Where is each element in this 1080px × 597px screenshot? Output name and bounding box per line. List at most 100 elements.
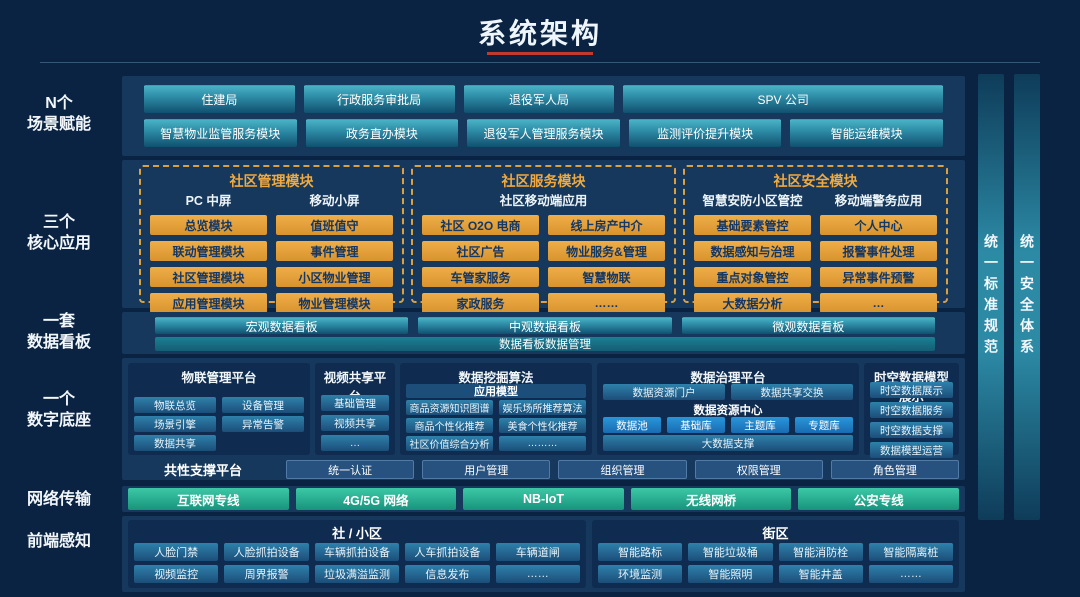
library-row: 数据池 基础库 主题库 专题库 [603,417,853,433]
device-box: 智能垃圾桶 [688,543,773,561]
column-header: 智慧安防小区管控 [702,194,803,208]
platform-title: 数据治理平台 [690,371,766,385]
group-title: 社 / 小区 [332,526,382,541]
feature-box: 设备管理 [222,397,304,413]
module-box: 社区 O2O 电商 [422,215,539,235]
community-management-section: 社区管理模块 PC 中屏 移动小屏 总览模块 值班值守 联动管理模块 事件管理 … [139,165,404,313]
street-devices-group: 街区 智能路标 智能垃圾桶 智能消防栓 智能隔离桩 环境监测 智能照明 智能井盖… [592,520,959,588]
section-title: 社区管理模块 [229,173,314,189]
device-box: 智能照明 [688,565,773,583]
governance-top-row: 数据资源门户 数据共享交换 [603,384,853,400]
column-header: PC 中屏 [185,194,232,208]
board-row: 宏观数据看板 中观数据看板 微观数据看板 [155,317,935,334]
community-devices-group: 社 / 小区 人脸门禁 人脸抓拍设备 车辆抓拍设备 人车抓拍设备 车辆道闸 视频… [128,520,586,588]
module-box: …… [548,293,665,313]
module-box: 物业服务&管理 [548,241,665,261]
module-box: 值班值守 [276,215,393,235]
module-box: 小区物业管理 [276,267,393,287]
network-box: 无线网桥 [630,488,792,510]
device-box: 周界报警 [224,565,309,583]
feature-box: 数据共享 [134,435,216,451]
digital-base-panel: 物联管理平台 物联总览 设备管理 场景引擎 异常告警 数据共享 视频共享平台 基… [122,358,965,480]
data-board-panel: 宏观数据看板 中观数据看板 微观数据看板 数据看板数据管理 [122,312,965,354]
data-resource-center-header: 数据资源中心 [693,405,763,417]
core-apps-panel: 社区管理模块 PC 中屏 移动小屏 总览模块 值班值守 联动管理模块 事件管理 … [122,160,965,313]
library-box: 主题库 [731,417,789,433]
device-box: …… [495,565,580,583]
scene-module-box: 监测评价提升模块 [628,119,782,147]
big-data-support-bar: 大数据支撑 [603,435,853,451]
platform-stack: 时空数据展示 时空数据服务 时空数据支撑 数据模型运营 [870,382,953,458]
device-box: 智能路标 [598,543,683,561]
feature-box: 娱乐场所推荐算法 [499,400,586,415]
module-box: 事件管理 [276,241,393,261]
board-box: 中观数据看板 [418,317,672,334]
feature-box: … [321,435,389,451]
common-box: 用户管理 [422,460,551,479]
common-box: 角色管理 [830,460,960,479]
row-label-network: 网络传输 [26,491,91,508]
unified-security-bar: 统一安全体系 [1014,74,1040,520]
module-box: 线上房产中介 [548,215,665,235]
device-row: 人脸门禁 人脸抓拍设备 车辆抓拍设备 人车抓拍设备 车辆道闸 [134,543,580,561]
section-subtitle: 社区移动端应用 [499,194,588,208]
feature-box: 场景引擎 [134,416,216,432]
architecture-body: 住建局 行政服务审批局 退役军人局 SPV 公司 智慧物业监管服务模块 政务直办… [122,76,965,592]
feature-box: 数据共享交换 [731,384,853,400]
community-service-section: 社区服务模块 社区移动端应用 社区 O2O 电商 线上房产中介 社区广告 物业服… [411,165,676,313]
library-box: 专题库 [795,417,853,433]
section-grid: 智慧安防小区管控 移动端警务应用 基础要素管控 个人中心 数据感知与治理 报警事… [694,190,937,313]
device-box: 视频监控 [134,565,219,583]
device-row: 环境监测 智能照明 智能井盖 …… [598,565,953,583]
feature-box: 数据模型运营 [870,442,953,458]
community-safety-section: 社区安全模块 智慧安防小区管控 移动端警务应用 基础要素管控 个人中心 数据感知… [683,165,948,313]
iot-platform: 物联管理平台 物联总览 设备管理 场景引擎 异常告警 数据共享 [128,363,310,455]
row-label-core: 三个 核心应用 [26,214,91,252]
scene-empowerment-panel: 住建局 行政服务审批局 退役军人局 SPV 公司 智慧物业监管服务模块 政务直办… [122,76,965,156]
section-grid: 社区移动端应用 社区 O2O 电商 线上房产中介 社区广告 物业服务&管理 车管… [422,190,665,313]
org-box: SPV 公司 [623,85,943,113]
feature-box: ……… [499,436,586,451]
module-box: 应用管理模块 [150,293,267,313]
feature-box: 数据资源门户 [603,384,725,400]
feature-box: 基础管理 [321,395,389,411]
row-label-board: 一套 数据看板 [26,313,91,351]
network-box: 互联网专线 [128,488,289,510]
header-divider [40,62,1040,63]
column-header: 移动端警务应用 [834,194,923,208]
scene-module-box: 智慧物业监管服务模块 [144,119,297,147]
platform-stack: 基础管理 视频共享 … [321,395,389,451]
device-box: 智能隔离桩 [868,543,953,561]
module-box: 大数据分析 [694,293,811,313]
device-box: 垃圾满溢监测 [314,565,400,583]
feature-box: 物联总览 [134,397,216,413]
video-platform: 视频共享平台 基础管理 视频共享 … [315,363,395,455]
common-box: 统一认证 [286,460,415,479]
vertical-bar-label: 统一标准规范 [983,234,999,360]
feature-box: 视频共享 [321,415,389,431]
vertical-bar-label: 统一安全体系 [1019,234,1035,360]
feature-box: 商品个性化推荐 [406,418,493,433]
scene-module-box: 退役军人管理服务模块 [467,119,620,147]
feature-box: 商品资源知识图谱 [406,400,493,415]
board-box: 微观数据看板 [681,317,935,334]
feature-box: 时空数据支撑 [870,422,953,438]
device-box: 环境监测 [598,565,683,583]
row-label-base: 一个 数字底座 [26,391,91,429]
device-box: 人车抓拍设备 [405,543,490,561]
scene-row-modules: 智慧物业监管服务模块 政务直办模块 退役军人管理服务模块 监测评价提升模块 智能… [144,119,943,147]
application-model-header: 应用模型 [406,384,586,398]
device-box: …… [868,565,953,583]
feature-box: 美食个性化推荐 [499,418,586,433]
scene-row-orgs: 住建局 行政服务审批局 退役军人局 SPV 公司 [144,85,943,113]
network-box: 4G/5G 网络 [295,488,457,510]
platform-title: 数据挖掘算法 [458,371,534,385]
module-box: 物业管理模块 [276,293,393,313]
scene-module-box: 政务直办模块 [305,119,459,147]
module-box: 重点对象管控 [694,267,811,287]
platform-title: 时空数据模型展示 [873,371,949,404]
platform-title: 视频共享平台 [323,371,387,404]
module-box: 基础要素管控 [694,215,811,235]
library-box: 数据池 [603,417,661,433]
feature-box: 时空数据服务 [870,402,953,418]
